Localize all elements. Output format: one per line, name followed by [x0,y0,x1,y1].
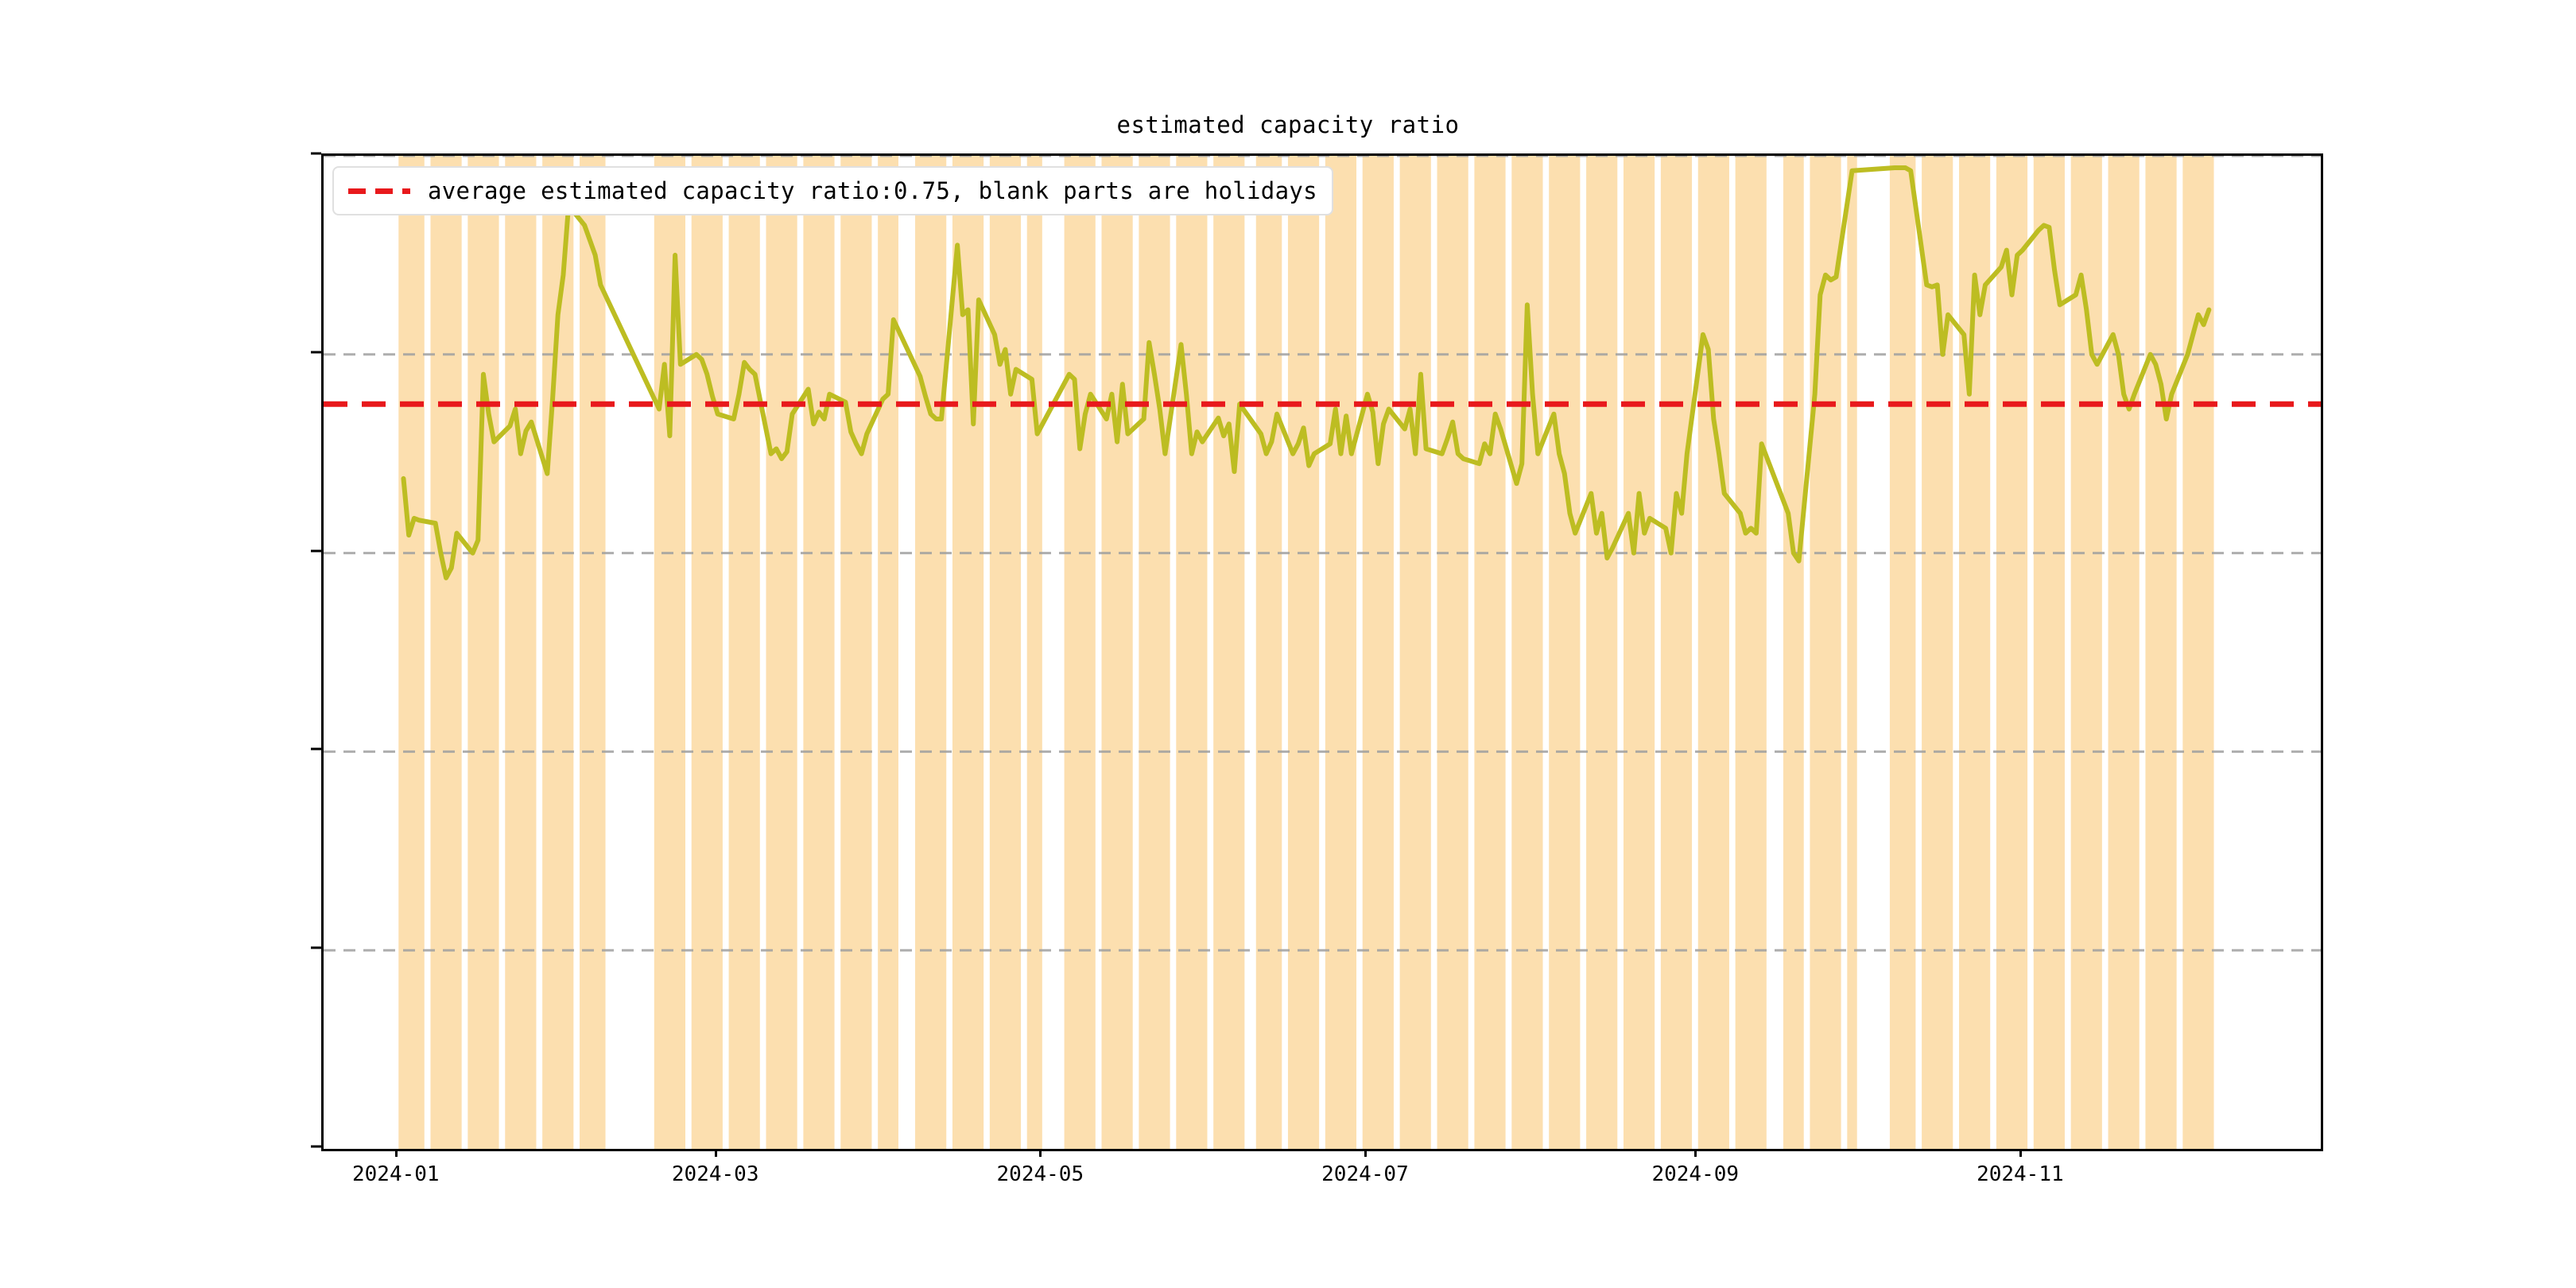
x-tick-mark [394,1146,398,1157]
y-tick-mark [311,351,321,354]
working-day-band [2145,156,2177,1149]
x-tick-label: 2024-09 [1651,1162,1740,1186]
y-tick-mark [311,747,321,751]
working-day-band [654,156,686,1149]
working-day-band [1362,156,1394,1149]
working-day-band [878,156,898,1149]
working-day-band [1623,156,1655,1149]
y-tick-mark [311,549,321,553]
working-day-band [1810,156,1841,1149]
x-tick-label: 2024-07 [1321,1162,1409,1186]
plot-svg [324,156,2321,1149]
working-day-band [1287,156,1320,1149]
plot-area [321,153,2323,1151]
working-day-band [1139,156,1170,1149]
working-day-band [2182,156,2214,1149]
working-day-band [1783,156,1804,1149]
legend-label: average estimated capacity ratio:0.75, b… [428,177,1317,204]
x-tick-mark [1364,1146,1367,1157]
capacity-ratio-line [401,165,2212,580]
working-day-band [2108,156,2140,1149]
x-tick-label: 2024-11 [1977,1162,2064,1186]
working-day-band [915,156,947,1149]
y-tick-mark [311,1145,321,1148]
working-day-band [1889,156,1916,1149]
working-day-band [1213,156,1245,1149]
working-day-band [1697,156,1729,1149]
x-tick-mark [1039,1146,1042,1157]
plot-inner [324,156,2321,1149]
working-day-band [1026,156,1042,1149]
working-day-bands [398,156,2214,1149]
chart-legend: average estimated capacity ratio:0.75, b… [332,166,1333,215]
x-tick-label: 2024-03 [671,1162,759,1186]
working-day-band [1101,156,1133,1149]
y-tick-mark [311,946,321,949]
working-day-band [1255,156,1282,1149]
working-day-band [989,156,1022,1149]
working-day-band [1437,156,1468,1149]
working-day-band [691,156,723,1149]
chart-title: estimated capacity ratio [1116,111,1460,138]
y-tick-mark [311,152,321,155]
working-day-band [580,156,606,1149]
working-day-band [1586,156,1618,1149]
working-day-band [1660,156,1693,1149]
x-tick-mark [2019,1146,2022,1157]
working-day-band [1064,156,1096,1149]
working-day-band [728,156,760,1149]
working-day-band [467,156,499,1149]
working-day-band [505,156,537,1149]
working-day-band [1325,156,1357,1149]
working-day-band [1996,156,2028,1149]
working-day-band [2033,156,2065,1149]
x-tick-mark [1694,1146,1697,1157]
working-day-band [1847,156,1857,1149]
y-gridlines [324,156,2321,952]
x-tick-label: 2024-05 [996,1162,1084,1186]
working-day-band [398,156,425,1149]
working-day-band [1474,156,1506,1149]
working-day-band [840,156,872,1149]
x-tick-label: 2024-01 [351,1162,440,1186]
legend-dashed-line-icon [348,188,410,194]
working-day-band [1399,156,1431,1149]
working-day-band [803,156,835,1149]
working-day-band [1549,156,1581,1149]
working-day-band [1176,156,1208,1149]
working-day-band [430,156,462,1149]
x-tick-mark [714,1146,717,1157]
working-day-band [766,156,797,1149]
working-day-band [1735,156,1767,1149]
